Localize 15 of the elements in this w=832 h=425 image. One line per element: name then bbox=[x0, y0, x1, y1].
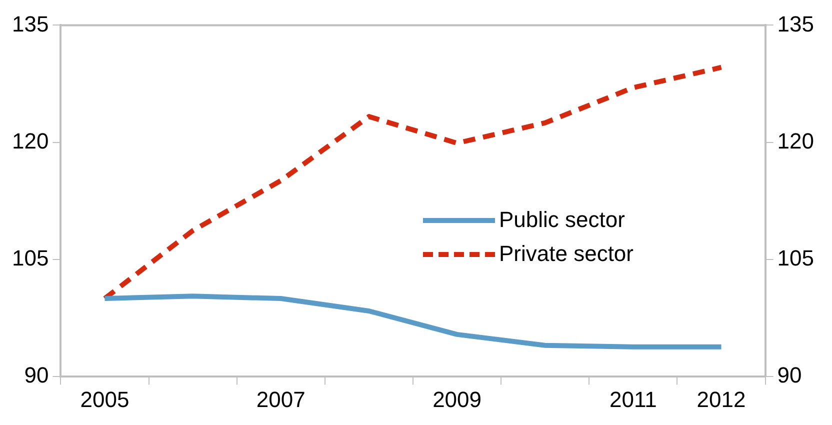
y-tick-label: 120 bbox=[12, 128, 49, 154]
y-tick-label: 135 bbox=[12, 11, 49, 36]
legend-label: Private sector bbox=[499, 241, 634, 267]
legend-label: Public sector bbox=[499, 207, 625, 233]
x-tick-label: 2007 bbox=[256, 386, 306, 412]
y2-tick-label: 90 bbox=[777, 362, 802, 388]
y2-tick-label: 135 bbox=[777, 11, 814, 36]
y-tick-label: 90 bbox=[24, 362, 49, 388]
x-tick-label: 2011 bbox=[610, 386, 657, 412]
x-tick-label: 2009 bbox=[432, 386, 482, 412]
y2-tick-label: 105 bbox=[777, 246, 814, 271]
x-tick-label: 2012 bbox=[696, 386, 746, 412]
y2-tick-label: 120 bbox=[777, 128, 814, 154]
x-tick-label: 2005 bbox=[80, 386, 130, 412]
y-tick-label: 105 bbox=[12, 246, 49, 271]
